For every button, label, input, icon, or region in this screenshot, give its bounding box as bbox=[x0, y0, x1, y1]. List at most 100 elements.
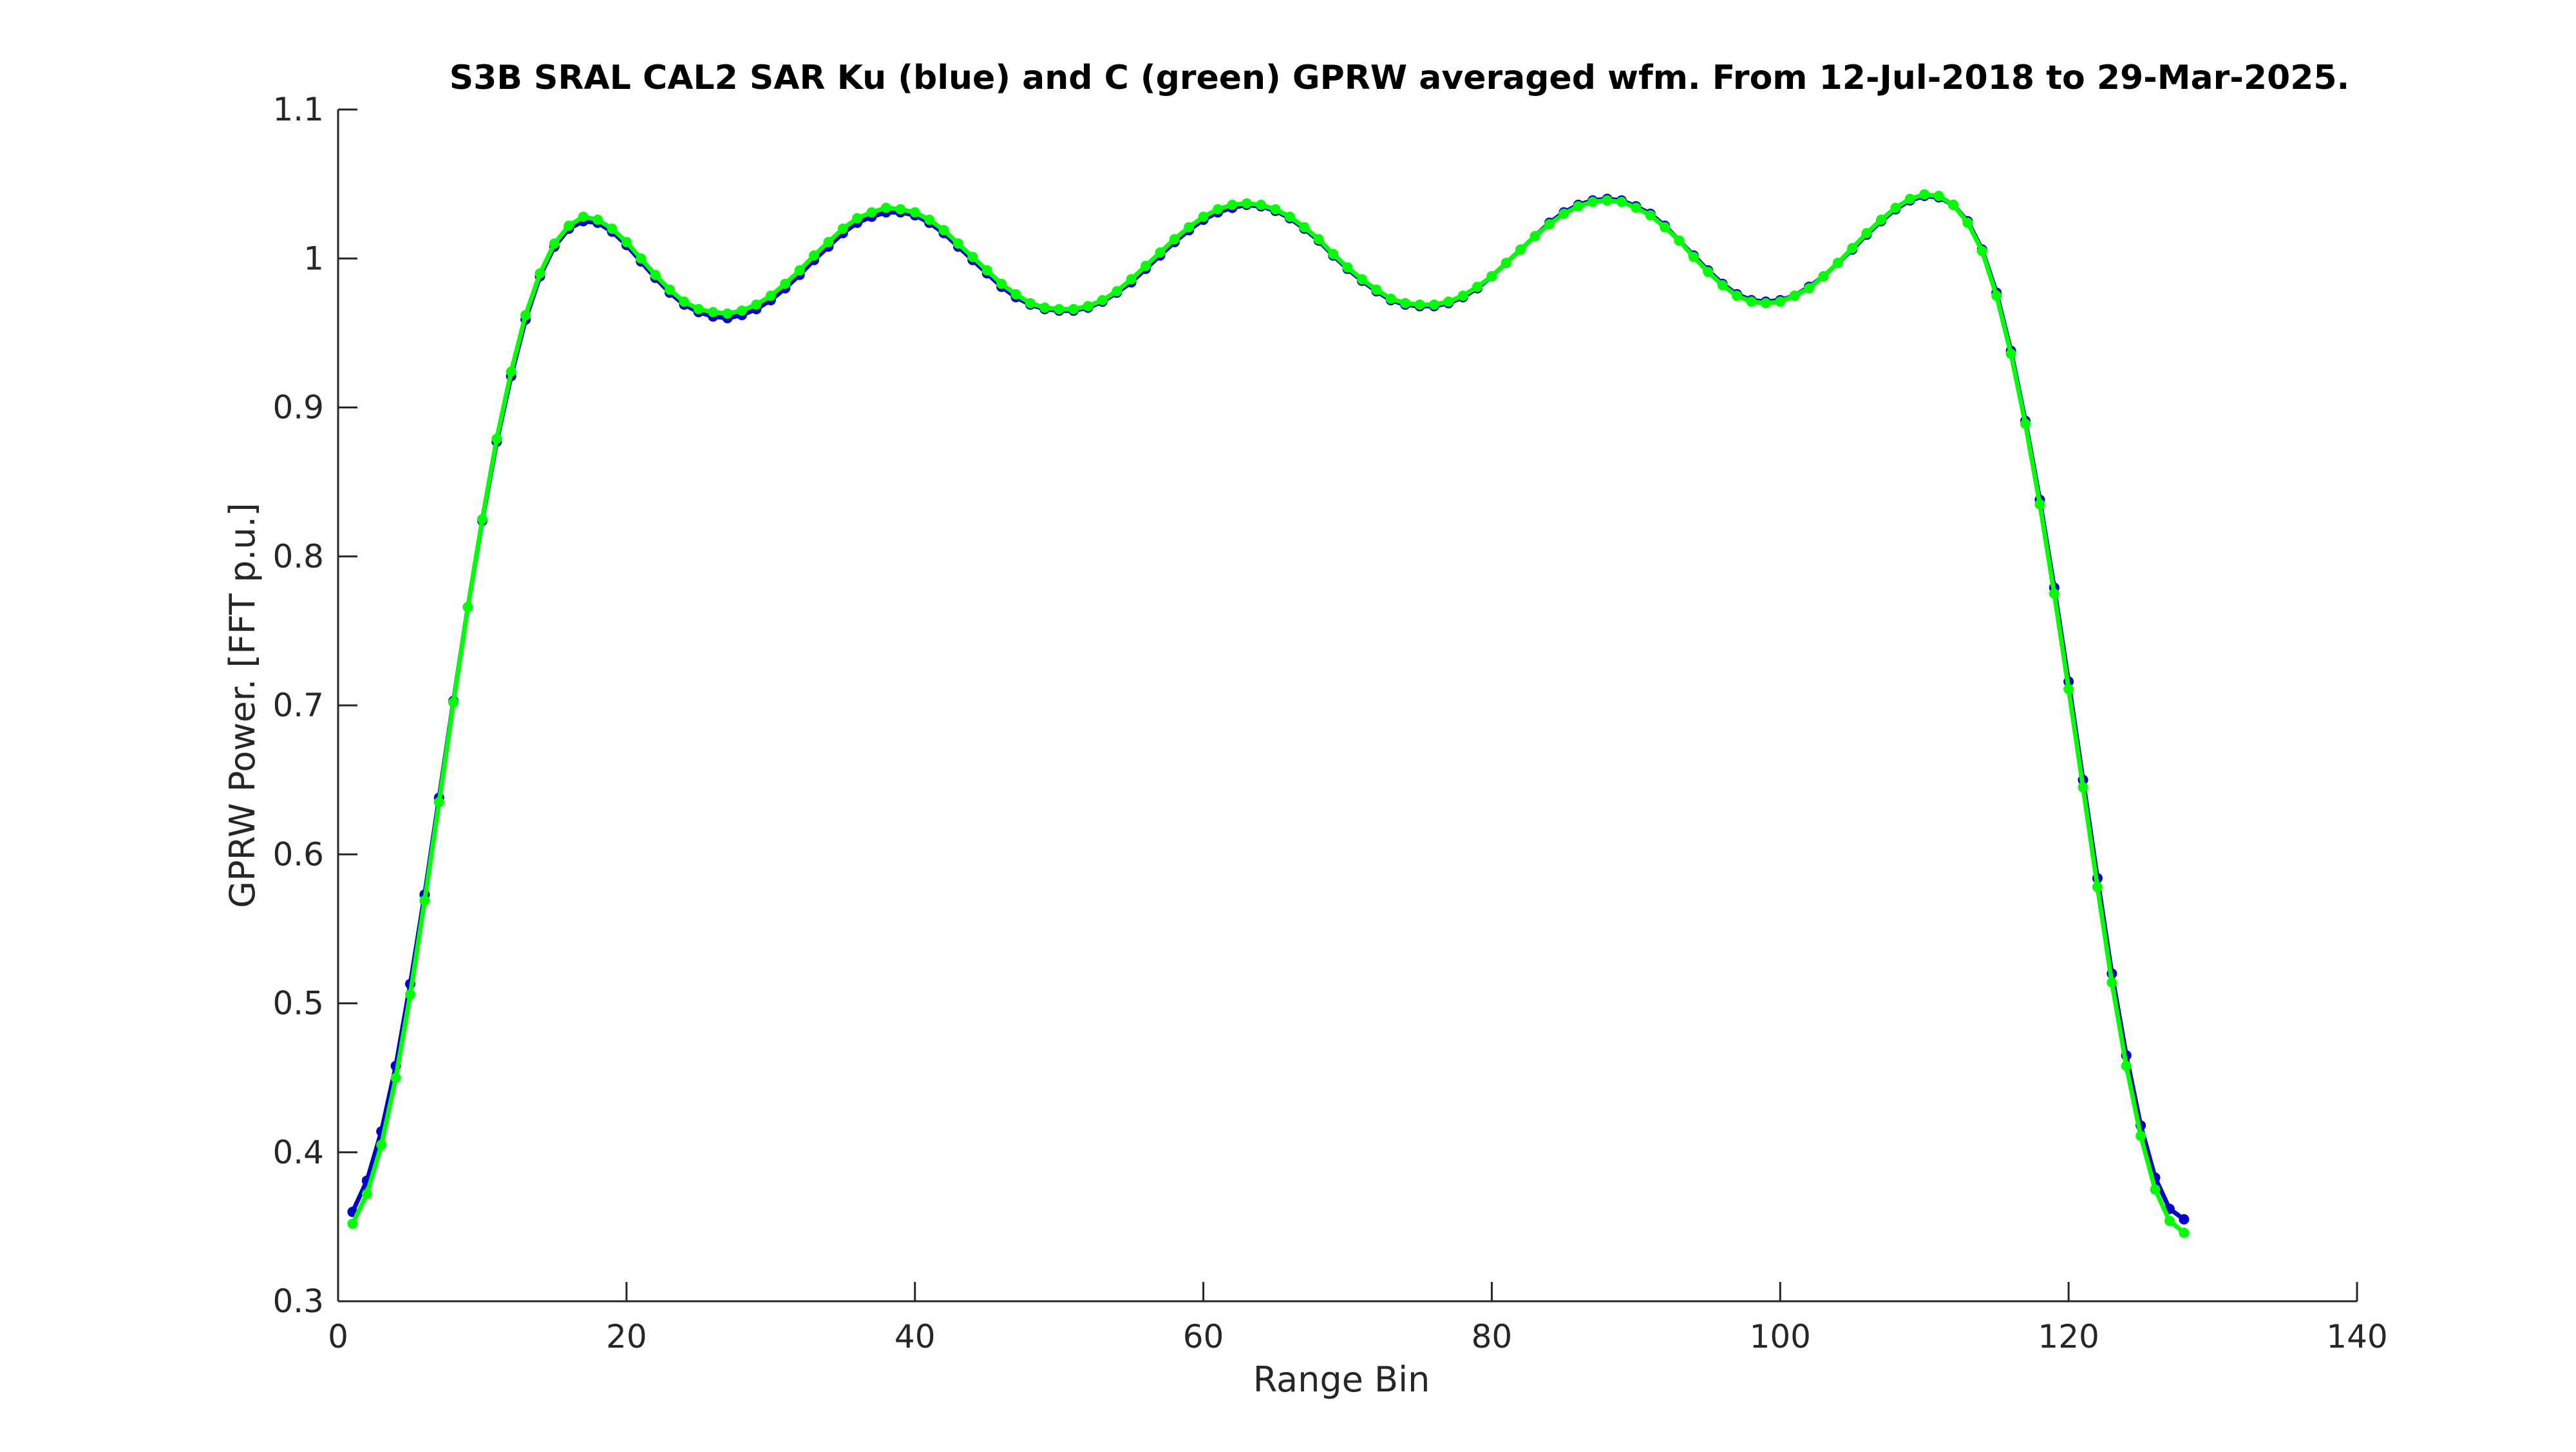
data-point bbox=[419, 895, 430, 906]
data-point bbox=[1904, 193, 1915, 204]
data-point bbox=[2150, 1184, 2161, 1195]
data-point bbox=[1660, 222, 1671, 233]
data-point bbox=[448, 697, 459, 708]
y-tick-label: 0.4 bbox=[272, 1134, 324, 1171]
data-point bbox=[1818, 271, 1829, 282]
data-point bbox=[837, 224, 848, 234]
data-point bbox=[2179, 1227, 2190, 1238]
data-point bbox=[2136, 1131, 2146, 1142]
data-point bbox=[636, 253, 647, 264]
data-point bbox=[1717, 280, 1728, 291]
data-point bbox=[1313, 234, 1324, 245]
data-point bbox=[909, 207, 920, 218]
x-tick-label: 20 bbox=[606, 1318, 647, 1355]
data-point bbox=[564, 220, 574, 231]
data-point bbox=[2078, 782, 2088, 793]
data-point bbox=[809, 250, 819, 261]
data-point bbox=[2034, 499, 2045, 510]
data-point bbox=[1501, 258, 1511, 269]
data-point bbox=[1919, 189, 1930, 200]
data-point bbox=[1025, 298, 1036, 309]
x-tick-label: 120 bbox=[2038, 1318, 2099, 1355]
data-point bbox=[852, 213, 863, 224]
data-point bbox=[1414, 299, 1425, 310]
data-point bbox=[578, 211, 589, 222]
data-point bbox=[693, 303, 704, 314]
data-point bbox=[535, 268, 545, 279]
data-point bbox=[2092, 882, 2103, 893]
data-point bbox=[2005, 349, 2016, 359]
data-point bbox=[1428, 299, 1439, 310]
data-point bbox=[751, 299, 762, 310]
data-point bbox=[347, 1218, 358, 1229]
data-point bbox=[895, 204, 906, 215]
data-point bbox=[708, 307, 719, 318]
data-point bbox=[1962, 217, 1973, 228]
data-point bbox=[549, 238, 560, 249]
data-point bbox=[1112, 286, 1122, 297]
x-tick-label: 140 bbox=[2326, 1318, 2387, 1355]
data-point bbox=[607, 224, 618, 234]
data-point bbox=[1544, 219, 1555, 230]
data-point bbox=[2107, 977, 2117, 988]
data-point bbox=[462, 602, 473, 613]
data-point bbox=[1948, 200, 1958, 210]
data-point bbox=[1184, 222, 1195, 233]
data-point bbox=[1443, 296, 1454, 307]
data-point bbox=[376, 1140, 387, 1151]
data-point bbox=[665, 284, 675, 295]
data-point bbox=[996, 278, 1007, 289]
data-point bbox=[2063, 683, 2074, 694]
x-tick-label: 40 bbox=[895, 1318, 936, 1355]
data-point bbox=[1371, 284, 1382, 295]
y-tick-label: 0.5 bbox=[272, 985, 324, 1022]
data-point bbox=[866, 207, 877, 218]
data-point bbox=[1039, 302, 1050, 313]
data-point bbox=[823, 236, 834, 247]
data-point bbox=[780, 278, 791, 289]
data-point bbox=[880, 202, 891, 213]
data-point bbox=[1213, 204, 1223, 215]
data-point bbox=[1198, 211, 1209, 222]
y-tick-label: 0.8 bbox=[272, 538, 324, 575]
data-point bbox=[1472, 282, 1482, 292]
data-point bbox=[1573, 201, 1584, 212]
data-point bbox=[679, 296, 690, 307]
data-point bbox=[491, 434, 502, 444]
data-point bbox=[1775, 296, 1786, 307]
data-point bbox=[981, 265, 992, 276]
data-point bbox=[1126, 274, 1137, 285]
data-point bbox=[1400, 298, 1411, 309]
data-point bbox=[592, 215, 603, 225]
data-point bbox=[1299, 222, 1310, 233]
data-point bbox=[1645, 210, 1656, 221]
data-point bbox=[477, 513, 488, 524]
data-point bbox=[1876, 215, 1886, 225]
data-point bbox=[1832, 258, 1843, 269]
data-point bbox=[1227, 200, 1238, 210]
data-point bbox=[1328, 249, 1339, 260]
data-point bbox=[405, 989, 415, 1000]
data-point bbox=[722, 308, 733, 319]
x-tick-label: 100 bbox=[1750, 1318, 1811, 1355]
data-point bbox=[1976, 245, 1987, 256]
data-point bbox=[621, 236, 632, 247]
data-point bbox=[1141, 260, 1151, 271]
data-point bbox=[1991, 291, 2002, 301]
series-ku bbox=[347, 191, 2190, 1225]
x-tick-label: 0 bbox=[328, 1318, 348, 1355]
y-tick-label: 1 bbox=[303, 240, 324, 277]
data-point bbox=[1054, 303, 1065, 314]
data-point bbox=[1631, 202, 1642, 213]
y-tick-label: 0.6 bbox=[272, 836, 324, 873]
data-point bbox=[1256, 200, 1267, 210]
data-point bbox=[737, 305, 747, 316]
y-tick-label: 0.3 bbox=[272, 1283, 324, 1320]
data-point bbox=[2020, 418, 2031, 429]
data-point bbox=[1933, 191, 1944, 202]
series-line-ku bbox=[350, 193, 2186, 1222]
data-point bbox=[924, 215, 935, 225]
data-point bbox=[2164, 1216, 2175, 1227]
